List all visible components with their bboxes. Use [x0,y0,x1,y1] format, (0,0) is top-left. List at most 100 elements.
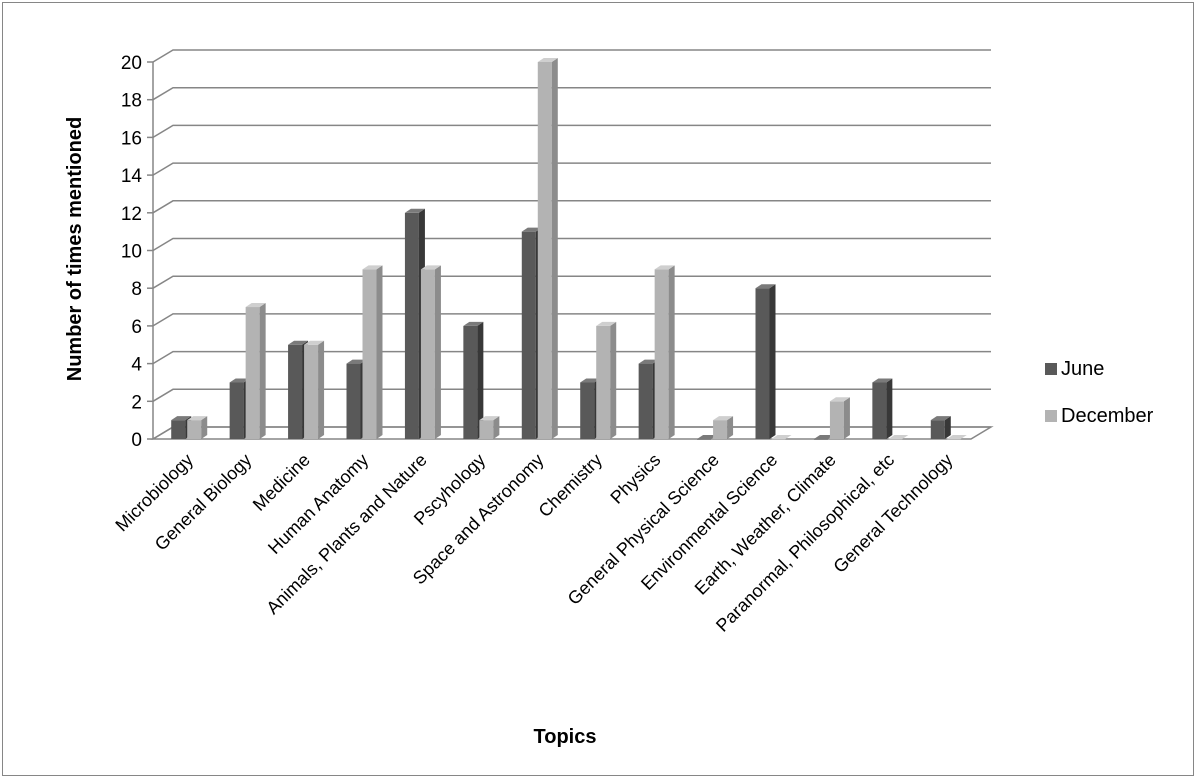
bar-front [654,269,669,439]
bar-front [229,382,244,439]
bar-side [477,321,484,439]
bar-top [755,284,776,289]
bar [771,435,792,440]
gridline [152,162,991,176]
bar-front [771,439,786,440]
bar [654,265,675,439]
bar [420,265,441,439]
bar-top [288,340,309,345]
legend-swatch [1045,410,1057,422]
bar-side [376,265,383,439]
gridline [152,86,991,101]
bar [479,416,500,439]
chart-walls [150,62,994,440]
gridline [152,426,991,440]
bar-top [346,359,367,364]
bar-side [727,416,734,439]
y-tick-label: 20 [121,53,142,74]
bar-top [245,303,266,308]
gridline [152,313,991,327]
bar-side [493,416,500,439]
x-axis-title: Topics [534,726,597,748]
legend-item: June [1045,358,1104,380]
bar-side [886,378,893,439]
legend-item: December [1045,405,1154,427]
bar-top [404,208,425,213]
bar-side [318,340,325,439]
bar [304,340,325,439]
legend-swatch [1045,363,1057,375]
bar [187,416,208,439]
bar-side [769,284,776,439]
y-tick-label: 12 [121,204,142,225]
bar-front [580,382,595,439]
bar-top [362,265,383,270]
bar-top [596,321,617,326]
bar-front [537,62,552,439]
bar-top [813,435,834,439]
bar-front [888,439,903,440]
bar-top [304,340,325,345]
bar-top [872,378,893,383]
bar [537,58,558,439]
y-tick-label: 10 [121,242,142,263]
bar-top [229,378,250,383]
bar-side [610,321,617,439]
bar-top [654,265,675,270]
bar-front [304,344,319,439]
bar-front [829,401,844,439]
gridline [152,275,991,289]
bar-top [697,435,718,439]
bar-side [434,265,441,439]
bar-top [888,435,909,439]
y-tick-label: 2 [131,392,142,413]
legend-label: December [1061,405,1154,427]
y-tick-label: 4 [131,355,142,376]
bar [697,435,718,440]
bar-front [872,382,887,439]
bar-front [946,439,961,440]
gridline [152,124,991,139]
bar-side [259,303,266,439]
bar-front [697,439,712,440]
bar-side [201,416,208,439]
bar [463,321,484,439]
y-tick-label: 8 [131,279,142,300]
bar-top [946,435,967,439]
floor-outline [150,426,994,440]
bar-top [171,416,192,421]
bar-front [479,420,494,439]
y-tick-label: 0 [131,430,142,451]
bar-top [479,416,500,421]
bar-top [713,416,734,421]
gridline [152,237,991,252]
gridlines [152,49,991,440]
x-category-label: Physics [606,450,664,508]
bar-front [420,269,435,439]
bar-front [930,420,945,439]
bar-top [771,435,792,439]
bar-top [580,378,601,383]
bars [171,58,967,440]
bar-front [404,212,419,439]
bar-front [245,307,260,439]
bar-top [420,265,441,270]
bar [930,416,951,439]
bar-top [521,227,542,232]
gridline [152,388,991,402]
bar [829,397,850,439]
bar-front [755,288,770,439]
bar-front [596,325,611,439]
bar-top [187,416,208,421]
bar-front [521,231,536,439]
bar [755,284,776,439]
bar-front [346,363,361,439]
bar [888,435,909,440]
gridline [152,350,991,365]
bar [245,303,266,439]
bar-top [463,321,484,326]
y-axis-title: Number of times mentioned [64,117,86,381]
